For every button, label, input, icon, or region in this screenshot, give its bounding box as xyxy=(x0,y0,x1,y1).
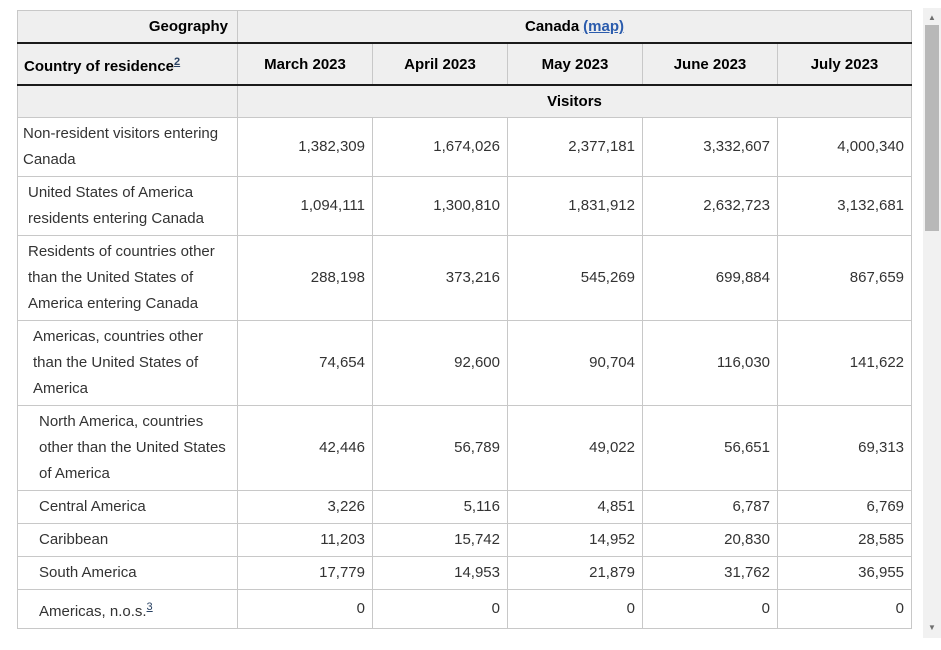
cell-value: 15,742 xyxy=(372,523,508,557)
column-header-june: June 2023 xyxy=(642,42,778,86)
cell-value: 5,116 xyxy=(372,490,508,524)
scroll-up-icon[interactable]: ▲ xyxy=(928,13,936,22)
table-body: Non-resident visitors entering Canada 1,3… xyxy=(17,117,913,629)
cell-value: 867,659 xyxy=(776,235,913,321)
cell-value: 373,216 xyxy=(372,235,508,321)
column-header-july: July 2023 xyxy=(776,42,913,86)
vertical-scrollbar[interactable]: ▲ ▼ xyxy=(923,8,941,638)
country-of-residence-header: Country of residence2 xyxy=(17,42,238,86)
geography-value-header: Canada (map) xyxy=(236,10,913,44)
cell-value: 74,654 xyxy=(237,320,373,406)
cell-value: 90,704 xyxy=(507,320,643,406)
cell-value: 1,382,309 xyxy=(237,117,373,177)
footnote-2-link[interactable]: 2 xyxy=(174,56,181,68)
row-label: Caribbean xyxy=(17,523,238,557)
cell-value: 49,022 xyxy=(507,405,643,491)
row-label: United States of America residents enter… xyxy=(17,176,238,236)
cell-value: 56,789 xyxy=(372,405,508,491)
cell-value: 3,132,681 xyxy=(776,176,913,236)
geography-header-row: Geography Canada (map) xyxy=(17,10,913,44)
cell-value: 545,269 xyxy=(507,235,643,321)
row-label: Central America xyxy=(17,490,238,524)
row-label: North America, countries other than the … xyxy=(17,405,238,491)
band-corner-cell xyxy=(17,84,238,118)
column-header-april: April 2023 xyxy=(372,42,508,86)
cell-value: 1,831,912 xyxy=(507,176,643,236)
cell-value: 20,830 xyxy=(642,523,778,557)
map-link[interactable]: (map) xyxy=(583,18,625,35)
geo-name: Canada xyxy=(524,18,580,35)
table-row: Central America 3,226 5,116 4,851 6,787 6,769 xyxy=(17,490,913,524)
geography-corner-header: Geography xyxy=(17,10,238,44)
cell-value: 2,632,723 xyxy=(642,176,778,236)
measure-band-row: Visitors xyxy=(17,84,913,118)
cell-value: 0 xyxy=(776,589,913,629)
cell-value: 4,851 xyxy=(507,490,643,524)
table-row: North America, countries other than the … xyxy=(17,405,913,491)
months-header-row: Country of residence2 March 2023 April 2… xyxy=(17,42,913,86)
table-row: Residents of countries other than the Un… xyxy=(17,235,913,321)
row-label: South America xyxy=(17,556,238,590)
row-label: Americas, countries other than the Unite… xyxy=(17,320,238,406)
cell-value: 4,000,340 xyxy=(776,117,913,177)
cell-value: 21,879 xyxy=(507,556,643,590)
cell-value: 3,226 xyxy=(237,490,373,524)
table-row: United States of America residents enter… xyxy=(17,176,913,236)
cell-value: 14,953 xyxy=(372,556,508,590)
scrollbar-thumb[interactable] xyxy=(925,25,939,231)
footnote-3-link[interactable]: 3 xyxy=(146,601,153,613)
cell-value: 56,651 xyxy=(642,405,778,491)
cell-value: 31,762 xyxy=(642,556,778,590)
visitors-band-label: Visitors xyxy=(236,84,913,118)
column-header-may: May 2023 xyxy=(507,42,643,86)
cell-value: 0 xyxy=(642,589,778,629)
table-row: Americas, n.o.s.3 0 0 0 0 0 xyxy=(17,589,913,629)
cell-value: 0 xyxy=(237,589,373,629)
cell-value: 288,198 xyxy=(237,235,373,321)
cell-value: 2,377,181 xyxy=(507,117,643,177)
row-label: Non-resident visitors entering Canada xyxy=(17,117,238,177)
cell-value: 17,779 xyxy=(237,556,373,590)
cell-value: 0 xyxy=(372,589,508,629)
table-row: Non-resident visitors entering Canada 1,3… xyxy=(17,117,913,177)
cell-value: 6,787 xyxy=(642,490,778,524)
row-label: Americas, n.o.s.3 xyxy=(17,589,238,629)
row-dim-label: Country of residence xyxy=(24,58,175,75)
cell-value: 3,332,607 xyxy=(642,117,778,177)
visitors-table: Geography Canada (map) Country of residen… xyxy=(17,10,913,629)
cell-value: 1,300,810 xyxy=(372,176,508,236)
cell-value: 28,585 xyxy=(776,523,913,557)
scroll-down-icon[interactable]: ▼ xyxy=(928,623,936,632)
cell-value: 11,203 xyxy=(237,523,373,557)
cell-value: 42,446 xyxy=(237,405,373,491)
cell-value: 14,952 xyxy=(507,523,643,557)
cell-value: 699,884 xyxy=(642,235,778,321)
cell-value: 1,094,111 xyxy=(237,176,373,236)
column-header-march: March 2023 xyxy=(237,42,373,86)
cell-value: 116,030 xyxy=(642,320,778,406)
table-row: South America 17,779 14,953 21,879 31,762 36,… xyxy=(17,556,913,590)
cell-value: 1,674,026 xyxy=(372,117,508,177)
row-label: Residents of countries other than the Un… xyxy=(17,235,238,321)
cell-value: 0 xyxy=(507,589,643,629)
table-row: Caribbean 11,203 15,742 14,952 20,830 28,585 xyxy=(17,523,913,557)
cell-value: 6,769 xyxy=(776,490,913,524)
table-row: Americas, countries other than the Unite… xyxy=(17,320,913,406)
cell-value: 69,313 xyxy=(776,405,913,491)
cell-value: 141,622 xyxy=(776,320,913,406)
cell-value: 92,600 xyxy=(372,320,508,406)
cell-value: 36,955 xyxy=(776,556,913,590)
